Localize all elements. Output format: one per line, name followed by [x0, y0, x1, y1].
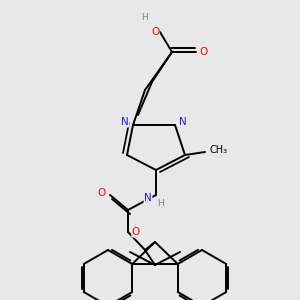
Text: N: N [121, 117, 129, 127]
Text: O: O [132, 227, 140, 237]
Text: CH₃: CH₃ [210, 145, 228, 155]
Text: O: O [200, 47, 208, 57]
Text: H: H [158, 199, 164, 208]
Text: N: N [179, 117, 187, 127]
Text: O: O [98, 188, 106, 198]
Text: O: O [151, 27, 159, 37]
Text: N: N [144, 193, 152, 203]
Text: H: H [141, 14, 147, 22]
